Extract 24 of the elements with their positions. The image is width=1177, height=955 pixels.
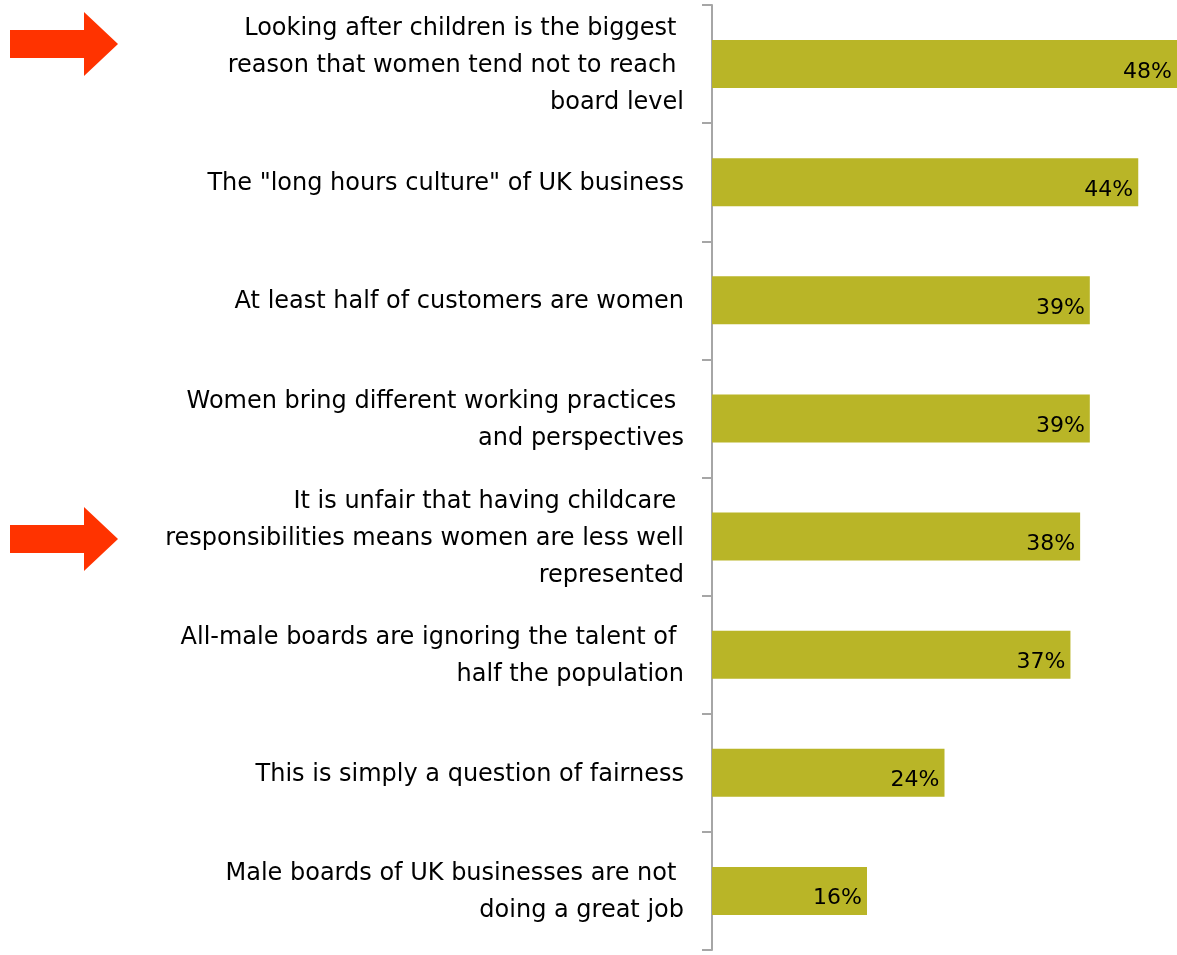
data-label: 39%: [1035, 411, 1085, 437]
y-tick-label: At least half of customers are women: [234, 286, 684, 315]
data-label: 38%: [1026, 530, 1076, 556]
bar: [712, 276, 1090, 325]
data-label: 48%: [1123, 57, 1172, 83]
data-label: 24%: [890, 766, 940, 792]
bar: [712, 512, 1081, 561]
y-tick-label: This is simply a question of fairness: [254, 758, 684, 787]
bar: [712, 630, 1071, 679]
data-label: 16%: [813, 884, 862, 910]
bar: [712, 748, 945, 797]
data-label: 39%: [1035, 293, 1085, 319]
y-tick-label: Women bring different working practices and perspectives: [186, 385, 684, 451]
y-tick-label: Male boards of UK businesses are not doing a great job: [225, 858, 684, 924]
bar: [712, 866, 867, 915]
bar: [712, 394, 1090, 443]
data-label: 37%: [1016, 648, 1066, 674]
y-tick-label: All-male boards are ignoring the talent of half the population: [180, 622, 684, 688]
y-tick-label: It is unfair that having childcare responsibilities means women are less well represented: [165, 485, 684, 588]
bar: [712, 40, 1177, 89]
y-tick-label: The "long hours culture" of UK business: [206, 168, 684, 197]
data-label: 44%: [1084, 175, 1134, 201]
y-tick-label: Looking after children is the biggest reason that women tend not to reach board level: [227, 13, 684, 116]
bar: [712, 158, 1139, 207]
